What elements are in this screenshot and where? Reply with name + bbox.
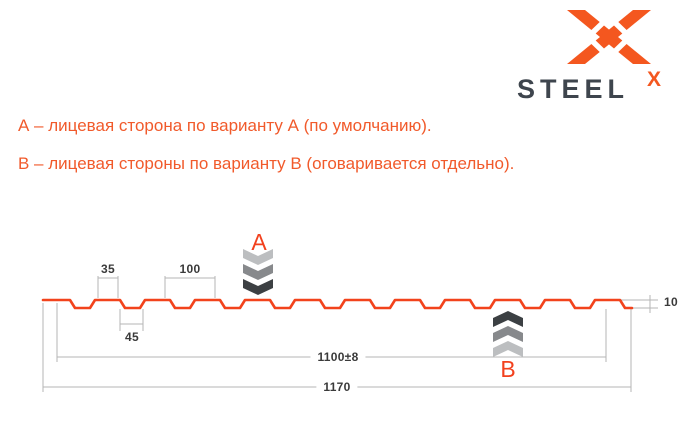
variant-b-chevrons [493, 311, 523, 357]
dim-rib-bottom: 45 [125, 330, 139, 344]
dim-working-width: 1100±8 [310, 350, 366, 364]
dim-overall-width: 1170 [316, 380, 358, 394]
steelx-logo-icon [567, 10, 651, 64]
marker-letter-b: B [500, 356, 516, 382]
dim-pitch: 100 [179, 262, 201, 276]
profile-cross-section [41, 298, 634, 310]
brand-x-letter: X [647, 68, 662, 91]
variant-a-chevrons [243, 249, 273, 295]
legend-variant-b: В – лицевая стороны по варианту В (огова… [18, 154, 515, 173]
dim-height: 10 [664, 295, 678, 309]
dim-rib-top: 35 [101, 262, 115, 276]
legend-variant-a: А – лицевая сторона по варианту А (по ум… [18, 116, 432, 135]
marker-letter-a: A [251, 229, 267, 255]
brand-wordmark: STEEL [517, 74, 630, 104]
